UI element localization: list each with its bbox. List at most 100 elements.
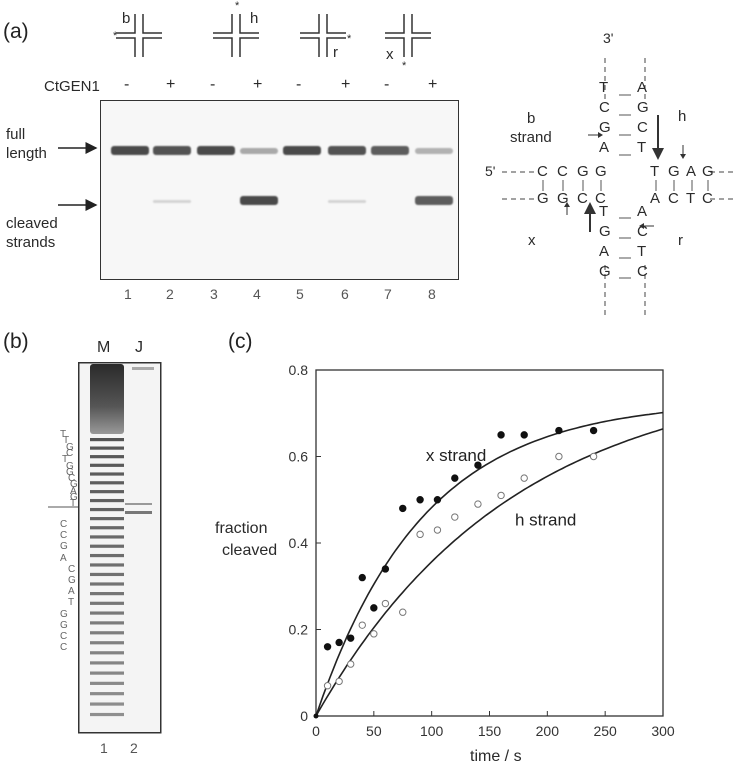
x-arm-label: x [528, 232, 536, 249]
full-length-band-lane-6 [328, 146, 366, 155]
bottom-arm-left-base-2: A [599, 243, 610, 260]
bottom-arm-right-base-2: T [637, 243, 647, 260]
data-point-x-strand [474, 461, 482, 469]
r-arm-label: r [678, 232, 683, 249]
right-arm-bottom-base-1: C [668, 190, 679, 207]
top-arm-right-base-2: C [637, 119, 648, 136]
full-length-band-lane-1 [111, 146, 149, 155]
x-tick-label: 300 [651, 723, 675, 739]
sequence-top-base-7: C [68, 473, 76, 485]
cleaved-band-lane-6 [328, 200, 366, 203]
band-arrows [58, 142, 98, 211]
lane-sign-8: + [428, 76, 438, 93]
data-point-x-strand [358, 573, 366, 582]
ladder-band [90, 535, 124, 539]
y-tick-label: 0.2 [289, 622, 309, 638]
gel-b-lane-1: 1 [100, 740, 108, 756]
y-tick-label: 0 [300, 708, 308, 724]
junction-icon-h-arm: h [250, 10, 259, 27]
ladder-band [90, 446, 124, 450]
junction-icon-h-star: * [235, 0, 240, 12]
bottom-arm-left-base-3: G [599, 263, 611, 280]
bottom-arm-left-base-1: G [599, 223, 611, 240]
left-arm-top-base-1: C [557, 163, 568, 180]
junction-icon-b [116, 14, 162, 57]
sequence-top-base-2: G [66, 441, 74, 453]
full-length-band-lane-2 [153, 146, 191, 155]
data-point-x-strand [335, 638, 343, 647]
top-arm-left-base-3: A [599, 139, 610, 156]
full-length-band-lane-3 [197, 146, 235, 155]
gel-b [78, 362, 162, 734]
fit-curve-x-strand [315, 411, 664, 717]
h-arm-label: h [678, 108, 687, 125]
left-arm-bottom-base-0: G [537, 190, 549, 207]
sequence-top-base-8: G [70, 479, 78, 491]
full-length-label-line2: length [6, 145, 47, 162]
right-arm-top-base-1: G [668, 163, 680, 180]
gel-a-lane-number-5: 5 [296, 286, 304, 302]
ladder-band [90, 563, 124, 567]
data-point-h-strand [520, 474, 528, 482]
y-tick-label: 0.4 [289, 535, 309, 551]
ladder-band [90, 651, 124, 655]
sequence-bottom-base-6: A [68, 586, 75, 598]
gel-b-lane-2: 2 [130, 740, 138, 756]
sequence-top-base-0: T [60, 429, 67, 440]
right-arm-top-base-0: T [650, 163, 660, 180]
ladder-band [90, 463, 124, 467]
right-arm-bottom-base-2: T [686, 190, 696, 207]
sequence-bottom-base-11: C [60, 642, 68, 654]
bottom-arm-right-base-3: C [637, 263, 648, 280]
ladder-band [90, 517, 124, 521]
top-arm-right-base-3: T [637, 139, 647, 156]
data-point-x-strand [347, 634, 355, 642]
x-tick-label: 100 [420, 723, 444, 739]
left-arm-top-base-3: G [595, 163, 607, 180]
data-point-x-strand [416, 496, 424, 504]
b-strand-label-line1: b [527, 110, 536, 127]
ladder-band [90, 490, 124, 494]
panel-c-label: (c) [228, 330, 253, 353]
data-point-h-strand [335, 677, 343, 686]
sequence-top-base-10: G [70, 492, 78, 503]
y-axis-title-line1: fraction [215, 520, 268, 537]
junction-icon-h [213, 14, 259, 57]
sequence-bottom-base-8: G [60, 608, 68, 620]
data-point-h-strand [399, 608, 407, 616]
right-arm-bottom-base-0: A [650, 190, 661, 207]
junction-icon-b-star: * [113, 30, 118, 42]
top-arm-left-base-2: G [599, 119, 611, 136]
lane-header-m: M [97, 339, 111, 356]
data-point-h-strand [474, 500, 482, 508]
right-arm-top-base-2: A [686, 163, 697, 180]
lane-sign-3: - [210, 76, 216, 93]
left-arm-bottom-base-1: G [557, 190, 569, 207]
junction-icon-b-arm: b [122, 10, 131, 27]
sequence-bottom-base-3: A [60, 552, 67, 564]
fit-curve-h-strand [315, 428, 664, 717]
right-arm-top-base-3: G [702, 163, 714, 180]
junction-icon-x-star: * [402, 60, 407, 72]
ladder-band [90, 702, 124, 706]
gel-a-lane-number-6: 6 [341, 286, 349, 302]
cleaved-band-lane-4 [240, 196, 278, 205]
top-arm-left-base-0: T [599, 79, 609, 96]
ladder-band [90, 692, 124, 696]
full-length-label-line1: full [6, 126, 26, 143]
ladder-band [90, 553, 124, 558]
cleaved-band-lane-8 [415, 196, 453, 205]
b-strand-label-line2: strand [510, 129, 552, 146]
cleaved-label-line1: cleaved [6, 215, 58, 232]
data-point-h-strand [323, 682, 332, 690]
sequence-bottom-base-1: C [60, 530, 68, 542]
left-arm-bottom-base-3: C [595, 190, 606, 207]
ladder-band [90, 601, 124, 605]
ladder-band [90, 712, 124, 717]
ladder-band [90, 592, 124, 596]
lane-sign-5: - [296, 76, 302, 93]
full-length-band-lane-7 [371, 146, 409, 155]
data-point-h-strand [358, 621, 366, 629]
junction-icon-x [385, 14, 431, 57]
data-point-x-strand [520, 431, 528, 439]
